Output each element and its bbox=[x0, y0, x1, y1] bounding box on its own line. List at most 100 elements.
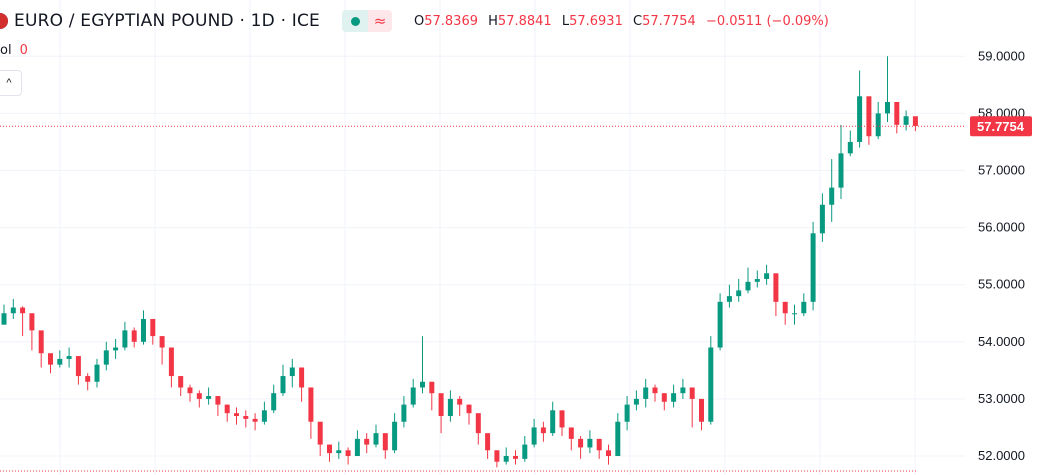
candle-body bbox=[550, 410, 556, 434]
candle-body bbox=[308, 387, 314, 422]
wave-icon[interactable]: ≈ bbox=[368, 10, 392, 32]
candle-body bbox=[754, 278, 760, 282]
candle-body bbox=[38, 330, 44, 354]
candle-body bbox=[410, 387, 416, 405]
candle-body bbox=[615, 421, 621, 456]
candle-body bbox=[606, 450, 611, 456]
candle-body bbox=[699, 398, 704, 422]
close-value: 57.7754 bbox=[642, 13, 696, 29]
candle-body bbox=[327, 444, 332, 454]
y-tick-label: 56.0000 bbox=[978, 220, 1025, 235]
candle-body bbox=[261, 410, 267, 422]
candle-body bbox=[671, 393, 677, 402]
candle-body bbox=[57, 358, 63, 365]
candle-body bbox=[10, 307, 16, 314]
candle-body bbox=[866, 96, 872, 137]
market-status-pill[interactable]: ≈ bbox=[342, 10, 392, 32]
candle-body bbox=[875, 113, 881, 137]
candle-body bbox=[438, 393, 444, 417]
candle-body bbox=[20, 307, 26, 314]
candle-body bbox=[829, 187, 835, 205]
candle-body bbox=[475, 413, 481, 434]
candle-body bbox=[382, 433, 388, 451]
candle-body bbox=[503, 456, 509, 462]
candle-body bbox=[466, 404, 472, 414]
candle-body bbox=[252, 418, 258, 422]
market-open-dot-icon[interactable] bbox=[342, 10, 368, 32]
candle-body bbox=[745, 281, 751, 291]
candle-body bbox=[903, 116, 909, 125]
candle-body bbox=[392, 421, 398, 451]
candle-body bbox=[159, 336, 165, 348]
candle-body bbox=[568, 427, 574, 439]
candle-body bbox=[810, 233, 816, 302]
candle-body bbox=[1, 313, 7, 325]
candle-body bbox=[345, 450, 351, 456]
candle-body bbox=[364, 438, 370, 445]
candle-body bbox=[317, 421, 323, 445]
candle-body bbox=[578, 438, 584, 448]
candle-body bbox=[819, 204, 825, 234]
grid-lines bbox=[0, 0, 965, 475]
candle-body bbox=[131, 330, 137, 342]
candle-body bbox=[271, 393, 277, 411]
candle-body bbox=[401, 404, 407, 422]
last-price-label: 57.7754 bbox=[970, 116, 1032, 137]
candle-body bbox=[624, 404, 630, 422]
currency-flag-icon bbox=[0, 13, 8, 29]
change-value: −0.0511 (−0.09%) bbox=[705, 13, 829, 29]
low-label: L bbox=[561, 13, 570, 29]
candle-body bbox=[187, 387, 193, 394]
collapse-legend-button[interactable]: ^ bbox=[0, 70, 22, 96]
candle-body bbox=[680, 387, 686, 394]
candle-body bbox=[522, 444, 528, 459]
candle-body bbox=[122, 330, 128, 348]
candle-body bbox=[85, 376, 91, 382]
candle-body bbox=[243, 416, 249, 419]
candle-body bbox=[708, 347, 714, 422]
price-axis[interactable]: 59.000058.000057.000056.000055.000054.00… bbox=[978, 48, 1025, 463]
candle-body bbox=[94, 364, 100, 382]
candle-body bbox=[531, 427, 537, 445]
candle-body bbox=[773, 273, 779, 302]
candle-body bbox=[354, 438, 360, 456]
candle-body bbox=[661, 393, 667, 402]
candle-series bbox=[1, 56, 918, 468]
candle-body bbox=[429, 381, 435, 394]
candle-body bbox=[66, 356, 72, 359]
last-price-text: 57.7754 bbox=[977, 119, 1025, 134]
candle-body bbox=[801, 301, 807, 314]
high-value: 57.8841 bbox=[497, 13, 552, 29]
candle-body bbox=[224, 404, 230, 414]
candle-body bbox=[912, 116, 918, 126]
y-tick-label: 55.0000 bbox=[978, 277, 1025, 292]
candle-body bbox=[587, 438, 593, 448]
candle-body bbox=[857, 96, 863, 142]
candle-body bbox=[792, 313, 797, 315]
candle-body bbox=[280, 376, 286, 394]
chevron-up-icon: ^ bbox=[6, 77, 12, 89]
candle-body bbox=[633, 398, 639, 405]
candle-body bbox=[457, 398, 463, 405]
candle-body bbox=[447, 398, 453, 417]
candle-body bbox=[513, 456, 518, 459]
candle-body bbox=[103, 350, 109, 365]
low-value: 57.6931 bbox=[569, 13, 623, 29]
candle-body bbox=[717, 301, 723, 348]
candle-body bbox=[113, 347, 119, 351]
y-tick-label: 57.0000 bbox=[978, 163, 1025, 178]
candle-body bbox=[141, 318, 146, 342]
candle-body bbox=[847, 141, 853, 154]
candle-body bbox=[726, 296, 732, 302]
candle-body bbox=[540, 427, 546, 434]
candle-body bbox=[206, 396, 212, 399]
candle-body bbox=[643, 387, 649, 399]
candle-body bbox=[420, 381, 425, 388]
chart-header: EURO / EGYPTIAN POUND · 1D · ICE ≈ O57.8… bbox=[0, 8, 829, 34]
candle-body bbox=[299, 367, 305, 388]
candle-body bbox=[336, 450, 342, 454]
candle-body bbox=[494, 450, 500, 462]
symbol-title[interactable]: EURO / EGYPTIAN POUND · 1D · ICE bbox=[14, 11, 320, 31]
candle-body bbox=[652, 387, 658, 394]
